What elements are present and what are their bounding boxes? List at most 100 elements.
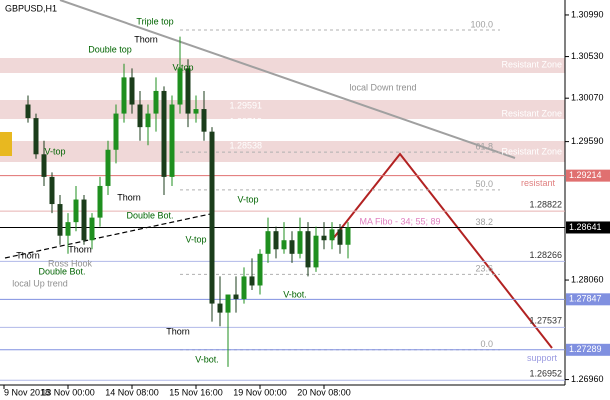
price-level-label: 1.28822 xyxy=(529,199,562,209)
y-tick-label: 1.29590 xyxy=(571,136,604,146)
zone-label: Resistant Zone xyxy=(501,146,562,156)
candle-body xyxy=(297,231,303,254)
zone-label: Resistant Zone xyxy=(501,108,562,118)
candle-body xyxy=(233,294,239,300)
annotation: Thorn xyxy=(134,34,158,44)
annotation: Thorn xyxy=(117,192,141,202)
candle-body xyxy=(41,154,47,177)
candle-body xyxy=(329,229,335,241)
candle-body xyxy=(105,149,111,186)
candle-body xyxy=(193,109,199,114)
candle-body xyxy=(345,227,351,245)
annotation: V-top xyxy=(237,194,258,204)
x-tick-label: 15 Nov 16:00 xyxy=(169,387,223,397)
candle-body xyxy=(49,176,55,205)
resistant-text: resistant xyxy=(521,178,556,188)
price-level-label: 1.28266 xyxy=(529,250,562,260)
annotation: local Down trend xyxy=(349,82,416,92)
annotation: Double Bot. xyxy=(38,266,85,276)
candle-body xyxy=(65,222,71,236)
x-tick-label: 14 Nov 08:00 xyxy=(105,387,159,397)
current-price-box xyxy=(566,221,610,234)
down-trend-line xyxy=(59,0,516,159)
candle-body xyxy=(137,104,143,128)
candle-body xyxy=(241,276,247,300)
candle-body xyxy=(313,235,319,268)
candle-body xyxy=(25,104,31,119)
candle-body xyxy=(305,231,311,268)
fibo-label: 23.6 xyxy=(475,264,493,274)
support-label: 1.27289 xyxy=(569,344,602,354)
zone-price: 1.28538 xyxy=(229,140,262,150)
annotation: MA Fibo - 34; 55; 89 xyxy=(359,216,440,226)
fibo-label: 100.0 xyxy=(470,19,493,29)
candle-body xyxy=(225,294,231,313)
fibo-label: 61.8 xyxy=(475,141,493,151)
annotation: local Up trend xyxy=(12,278,68,288)
candle-body xyxy=(121,77,127,114)
annotation: Thorn xyxy=(68,244,92,254)
marked-level-box xyxy=(566,293,610,306)
candle-body xyxy=(257,253,263,286)
candle-body xyxy=(289,240,295,254)
x-tick-label: 13 Nov 00:00 xyxy=(41,387,95,397)
candle-body xyxy=(177,68,183,105)
annotation: V-top xyxy=(185,234,206,244)
x-tick-label: 19 Nov 00:00 xyxy=(233,387,287,397)
price-level-label: 1.26952 xyxy=(529,369,562,379)
candle-body xyxy=(129,77,135,105)
zone-price: 1.29719 xyxy=(229,116,262,126)
candle-body xyxy=(161,90,167,177)
candle-body xyxy=(89,217,95,241)
annotation: V-bot. xyxy=(195,354,219,364)
candle-body xyxy=(265,231,271,254)
resistant-zone-band xyxy=(0,100,565,119)
candle-body xyxy=(73,199,79,223)
resistant-zone-band xyxy=(0,141,565,162)
y-tick-label: 1.28060 xyxy=(571,274,604,284)
candle-body xyxy=(209,131,215,304)
resistant-zone-band xyxy=(0,58,565,73)
candle-body xyxy=(57,204,63,236)
candle-body xyxy=(273,231,279,250)
fibo-label: 0.0 xyxy=(480,339,493,349)
candle-body xyxy=(169,104,175,177)
marked-level-label: 1.27847 xyxy=(569,294,602,304)
resistant-box xyxy=(566,169,610,182)
candle-body xyxy=(185,68,191,114)
annotation: V-top xyxy=(172,62,193,72)
zone-price: 1.29591 xyxy=(229,100,262,110)
candle-body xyxy=(153,90,159,114)
x-tick-label: 9 Nov 2018 xyxy=(4,387,50,397)
y-tick-label: 1.30070 xyxy=(571,93,604,103)
fibo-label: 38.2 xyxy=(475,217,493,227)
annotation: Ross Hook xyxy=(48,258,93,268)
annotation: Thorn xyxy=(16,250,40,260)
fibo-label: 50.0 xyxy=(475,179,493,189)
up-trend-line xyxy=(4,212,216,259)
candle-body xyxy=(97,185,103,218)
y-tick-label: 1.30990 xyxy=(571,9,604,19)
candle-body xyxy=(33,118,39,155)
zone-label: Resistant Zone xyxy=(501,59,562,69)
candle-body xyxy=(145,113,151,128)
support-box xyxy=(566,343,610,356)
price-level-label: 1.27537 xyxy=(529,316,562,326)
current-price-label: 1.28641 xyxy=(569,222,602,232)
candle-body xyxy=(249,276,255,286)
resistant-label: 1.29214 xyxy=(569,170,602,180)
candle-body xyxy=(81,199,87,241)
annotation: Double Bot. xyxy=(126,210,173,220)
y-tick-label: 1.30530 xyxy=(571,51,604,61)
y-tick-label: 1.26960 xyxy=(571,374,604,384)
annotation: Double top xyxy=(88,44,132,54)
annotation: Triple top xyxy=(136,16,173,26)
annotation: V-top xyxy=(44,146,65,156)
x-tick-label: 20 Nov 08:00 xyxy=(297,387,351,397)
candle-body xyxy=(113,113,119,150)
annotation: Thorn xyxy=(166,326,190,336)
candle-body xyxy=(321,235,327,241)
candle-body xyxy=(217,303,223,313)
support-text: support xyxy=(527,353,558,363)
